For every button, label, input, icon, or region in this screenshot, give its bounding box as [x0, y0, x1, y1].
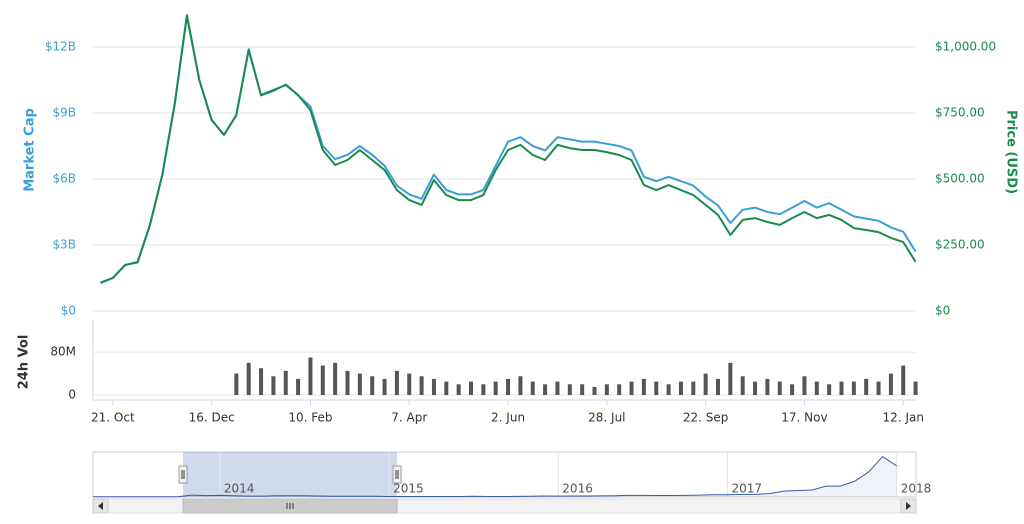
x-tick-label: 22. Sep: [683, 411, 729, 425]
y2-tick-label: $0: [935, 304, 950, 318]
y2-axis-title: Price (USD): [1004, 110, 1019, 194]
volume-bar: [271, 376, 276, 395]
volume-bar: [629, 381, 634, 395]
volume-bar: [839, 381, 844, 395]
volume-bar: [530, 381, 535, 395]
volume-bar: [703, 373, 708, 395]
volume-bar: [851, 381, 856, 395]
line: [100, 14, 917, 284]
y-tick-label: 0: [68, 388, 76, 402]
volume-bar: [246, 362, 251, 395]
volume-bar: [827, 384, 832, 395]
volume-bar: [678, 381, 683, 395]
scroll-left-arrow: [98, 502, 103, 510]
volume-bar: [580, 384, 585, 395]
volume-bar: [740, 376, 745, 395]
volume-bar: [617, 384, 622, 395]
y-tick-label: $9B: [52, 106, 76, 120]
x-tick-label: 12. Jan: [883, 411, 924, 425]
y2-tick-label: $250.00: [935, 238, 985, 252]
volume-bar: [913, 381, 918, 395]
y2-tick-label: $1,000.00: [935, 40, 996, 54]
volume-bar: [543, 384, 548, 395]
y-tick-label: $0: [61, 304, 76, 318]
y2-tick-label: $500.00: [935, 172, 985, 186]
volume-bar: [370, 376, 375, 395]
navigator-handle[interactable]: [392, 465, 402, 484]
volume-bar: [555, 381, 560, 395]
x-tick-label: 21. Oct: [91, 411, 135, 425]
navigator-label: 2015: [393, 482, 424, 496]
x-tick-label: 17. Nov: [781, 411, 827, 425]
volume-bar: [259, 368, 264, 395]
volume-bar: [518, 376, 523, 395]
y-tick-label: $6B: [52, 172, 76, 186]
volume-bar: [604, 384, 609, 395]
navigator-handle[interactable]: [178, 465, 188, 484]
navigator-area: [93, 456, 897, 497]
volume-bar: [728, 362, 733, 395]
volume-bar: [481, 384, 486, 395]
volume-bar: [469, 381, 473, 395]
x-tick-label: 10. Feb: [288, 411, 332, 425]
volume-bar: [419, 376, 424, 395]
volume-bar: [641, 378, 646, 395]
volume-bar: [901, 365, 906, 395]
y-axis-title: Market Cap: [23, 108, 38, 192]
x-tick-label: 16. Dec: [189, 411, 235, 425]
volume-bar: [765, 378, 770, 395]
y-tick-label: $12B: [45, 40, 76, 54]
volume-bar: [506, 378, 511, 395]
y-tick-label: 80M: [50, 345, 76, 359]
volume-bar: [814, 381, 819, 395]
volume-bar: [345, 370, 350, 395]
volume-bar: [777, 381, 782, 395]
x-tick-label: 7. Apr: [391, 411, 427, 425]
volume-bar: [296, 378, 301, 395]
volume-bar: [357, 373, 362, 395]
volume-bar: [444, 381, 449, 395]
navigator-label: 2017: [732, 482, 763, 496]
volume-bar: [333, 362, 338, 395]
volume-bar: [802, 376, 807, 395]
navigator-line: [93, 455, 897, 498]
volume-bar: [431, 378, 436, 395]
volume-bar: [876, 381, 881, 395]
volume-bar: [493, 381, 498, 395]
volume-bar: [567, 384, 572, 395]
volume-bar: [790, 384, 795, 395]
volume-bar: [666, 384, 671, 395]
volume-bar: [283, 370, 288, 395]
volume-bar: [888, 373, 893, 395]
volume-bar: [456, 384, 461, 395]
x-tick-label: 2. Jun: [491, 411, 525, 425]
volume-bar: [407, 373, 412, 395]
navigator-frame: [92, 451, 917, 498]
navigator-label: 2018: [901, 482, 932, 496]
navigator: 2014 2015 2016 2017 2018: [93, 452, 932, 498]
volume-bar: [691, 381, 696, 395]
navigator-label: 2016: [562, 482, 593, 496]
volume-bar: [592, 386, 597, 395]
volume-bar: [320, 365, 325, 395]
volume-bar: [308, 357, 313, 395]
navigator-label: 2014: [224, 482, 255, 496]
volume-bar: [234, 373, 239, 395]
volume-bar: [864, 378, 869, 395]
x-tick-label: 28. Jul: [588, 411, 625, 425]
volume-axis-title: 24h Vol: [17, 335, 32, 390]
volume-bar: [394, 370, 399, 395]
y2-tick-label: $750.00: [935, 106, 985, 120]
y-tick-label: $3B: [52, 238, 76, 252]
navigator-selection[interactable]: [183, 452, 397, 497]
volume-bar: [716, 378, 720, 395]
volume-bar: [382, 378, 387, 395]
volume-bar: [654, 381, 659, 395]
scroll-right-arrow: [906, 502, 911, 510]
volume-bar: [753, 381, 758, 395]
